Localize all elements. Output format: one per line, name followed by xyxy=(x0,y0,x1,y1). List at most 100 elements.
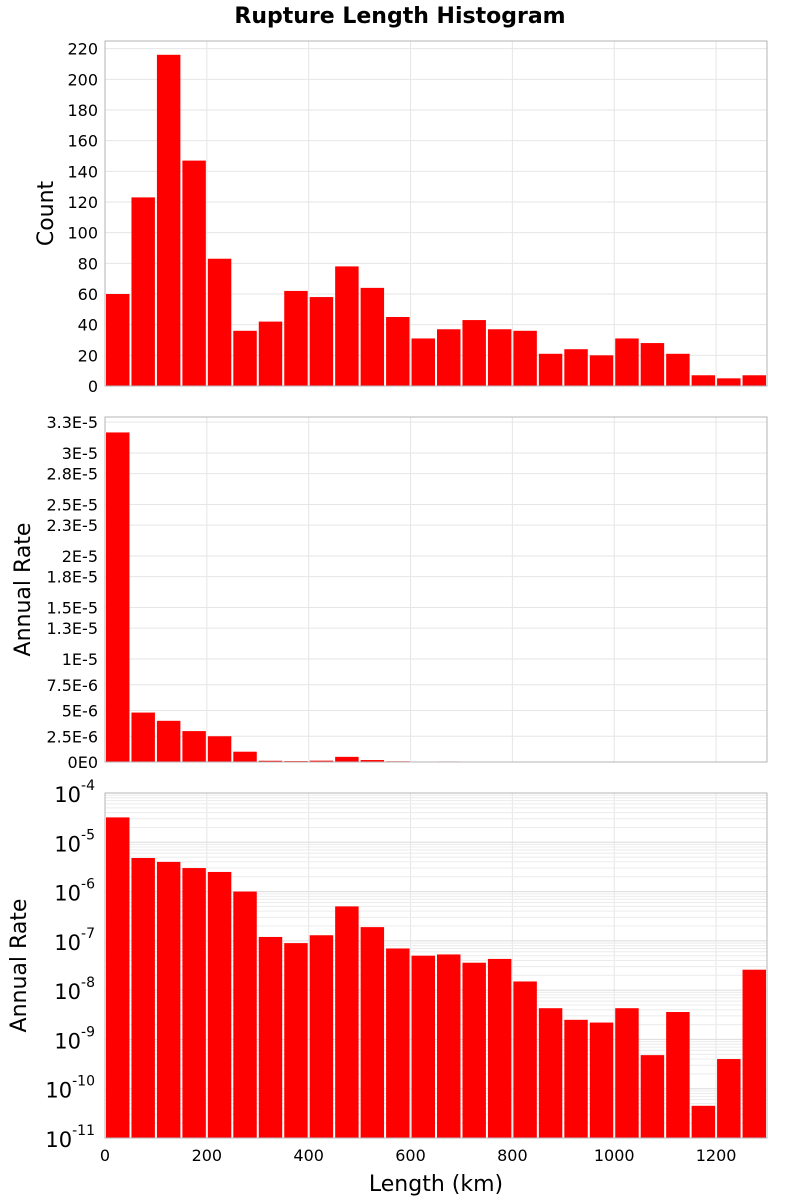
histogram-bar xyxy=(666,1012,690,1138)
y-tick-label: 1.8E-5 xyxy=(46,568,98,587)
histogram-bar xyxy=(284,943,308,1138)
histogram-bar xyxy=(131,857,155,1138)
histogram-bar xyxy=(487,329,512,386)
x-tick-label: 600 xyxy=(395,1146,426,1165)
histogram-bar xyxy=(309,935,334,1138)
histogram-bar xyxy=(360,760,385,762)
histogram-bar xyxy=(258,321,283,386)
histogram-bar xyxy=(156,861,181,1138)
histogram-bar xyxy=(691,375,716,386)
panel-background xyxy=(105,417,767,762)
x-tick-label: 200 xyxy=(192,1146,223,1165)
y-tick-label: 1E-5 xyxy=(62,650,98,669)
histogram-bar xyxy=(538,353,563,386)
y-tick-label: 160 xyxy=(67,132,98,151)
histogram-bar xyxy=(309,760,334,762)
y-tick-label: 10-10 xyxy=(45,1074,95,1103)
y-axis-label: Count xyxy=(34,180,59,246)
histogram-bar xyxy=(411,955,435,1138)
histogram-bar xyxy=(335,906,359,1138)
histogram-bar xyxy=(309,297,334,386)
histogram-bar xyxy=(386,948,410,1138)
histogram-bar xyxy=(462,320,486,386)
histogram-bar xyxy=(615,1008,639,1138)
y-tick-label: 1.5E-5 xyxy=(46,599,98,618)
histogram-bar xyxy=(589,1022,614,1138)
y-tick-label: 10-4 xyxy=(54,778,95,807)
y-tick-label: 2.3E-5 xyxy=(46,516,98,535)
histogram-bar xyxy=(182,160,206,386)
histogram-bar xyxy=(131,712,155,762)
panel-frame xyxy=(104,40,768,387)
histogram-bar xyxy=(106,432,130,762)
panel-frame xyxy=(104,792,768,1139)
histogram-bar xyxy=(106,817,130,1138)
x-tick-label: 0 xyxy=(100,1146,110,1165)
histogram-bar xyxy=(437,329,461,386)
y-tick-label: 10-5 xyxy=(54,827,95,856)
y-tick-label: 140 xyxy=(67,162,98,181)
panel-2: 0E0 2.5E-6 5E-6 7.5E-6 1E-5 1.3E-51.5E-5 1.8E-… xyxy=(11,413,768,772)
histogram-bar xyxy=(106,294,130,386)
histogram-bar xyxy=(233,751,257,762)
histogram-bar xyxy=(513,330,537,386)
y-tick-label: 120 xyxy=(67,193,98,212)
y-tick-label: 2.8E-5 xyxy=(46,465,98,484)
histogram-bar xyxy=(691,1105,716,1138)
y-tick-label: 10-11 xyxy=(45,1123,95,1152)
y-tick-label: 220 xyxy=(67,40,98,59)
histogram-bar xyxy=(742,969,766,1138)
panels-layer: 0 20 40 60 80 100 120 140 160 180 200 220 Count 0E0 2.… xyxy=(7,40,768,1165)
histogram-bar xyxy=(156,54,181,387)
y-tick-label: 200 xyxy=(67,70,98,89)
y-tick-label: 0 xyxy=(88,377,98,396)
y-tick-label: 3.3E-5 xyxy=(46,413,98,432)
histogram-bar xyxy=(182,731,206,762)
histogram-bar xyxy=(207,736,232,762)
histogram-bar xyxy=(207,871,232,1138)
histogram-bar xyxy=(258,936,283,1138)
y-tick-label: 20 xyxy=(78,346,98,365)
histogram-bar xyxy=(360,927,385,1138)
panel-3: 10-11 10-10 10-9 10-8 10-7 10-6 10-5 10-4 Annual… xyxy=(7,778,768,1165)
y-tick-label: 0E0 xyxy=(68,753,98,772)
histogram-bar xyxy=(717,1059,741,1138)
y-tick-label: 1.3E-5 xyxy=(46,619,98,638)
x-tick-label: 800 xyxy=(497,1146,528,1165)
histogram-bar xyxy=(156,720,181,762)
y-tick-label: 2.5E-6 xyxy=(46,727,98,746)
histogram-bar xyxy=(640,343,665,386)
y-tick-label: 80 xyxy=(78,254,98,273)
panel-frame xyxy=(104,416,768,763)
histogram-bar xyxy=(717,378,741,386)
histogram-bar xyxy=(513,981,537,1138)
y-tick-label: 3E-5 xyxy=(62,444,98,463)
histogram-bar xyxy=(386,317,410,386)
histogram-bar xyxy=(411,338,435,386)
histogram-bar xyxy=(564,1019,588,1138)
y-tick-label: 5E-6 xyxy=(62,702,98,721)
x-tick-label: 1000 xyxy=(594,1146,635,1165)
y-tick-label: 10-7 xyxy=(54,926,95,955)
y-tick-label: 7.5E-6 xyxy=(46,676,98,695)
x-tick-label: 1200 xyxy=(696,1146,737,1165)
histogram-bar xyxy=(437,954,461,1138)
x-tick-label: 400 xyxy=(293,1146,324,1165)
y-tick-label: 40 xyxy=(78,316,98,335)
y-tick-label: 2.5E-5 xyxy=(46,496,98,515)
x-axis-label: Length (km) xyxy=(369,1172,503,1197)
histogram-bar xyxy=(742,375,766,386)
histogram-bar xyxy=(589,355,614,386)
histogram-bar xyxy=(131,197,155,386)
histogram-bar xyxy=(615,338,639,386)
y-tick-label: 10-6 xyxy=(54,877,95,906)
histogram-bar xyxy=(207,258,232,386)
y-tick-label: 10-8 xyxy=(54,975,95,1004)
histogram-bar xyxy=(182,868,206,1138)
chart-title: Rupture Length Histogram xyxy=(234,4,565,29)
histogram-bar xyxy=(538,1008,563,1138)
histogram-bar xyxy=(233,891,257,1138)
y-axis-label: Annual Rate xyxy=(11,523,36,657)
histogram-bar xyxy=(335,756,359,762)
